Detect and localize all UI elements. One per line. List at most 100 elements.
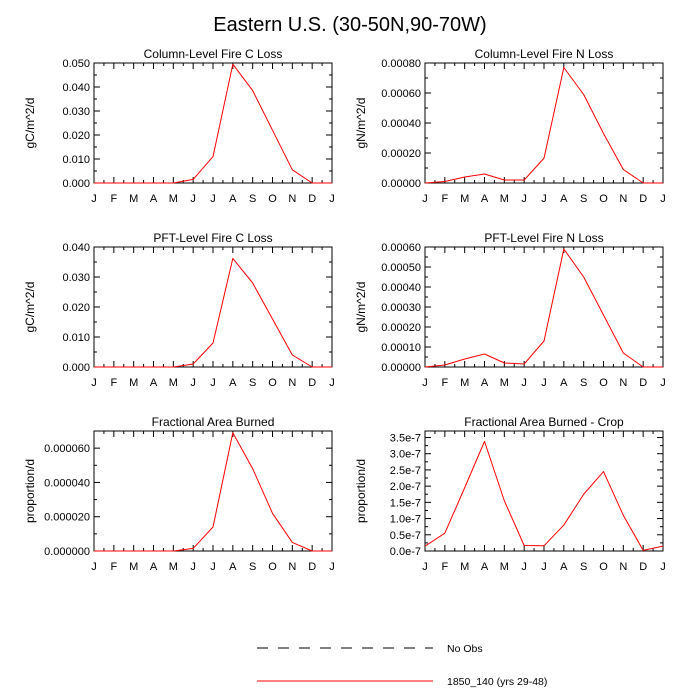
x-tick-label: J xyxy=(91,377,97,389)
x-tick-label: M xyxy=(460,193,469,205)
y-tick-label: 0.00020 xyxy=(381,148,421,160)
x-tick-label: A xyxy=(560,561,568,573)
y-tick-label: 0.010 xyxy=(62,154,90,166)
series-line xyxy=(424,248,663,368)
y-tick-label: 0.050 xyxy=(62,58,90,70)
y-tick-label: 0.00030 xyxy=(381,302,421,314)
series-line xyxy=(94,257,332,368)
x-tick-label: J xyxy=(210,561,216,573)
x-tick-label: O xyxy=(268,193,277,205)
x-tick-label: M xyxy=(129,377,138,389)
x-tick-label: J xyxy=(190,377,196,389)
x-tick-label: J xyxy=(329,561,335,573)
y-axis-label: proportion/d xyxy=(354,459,368,523)
plot-frame xyxy=(424,62,664,184)
y-tick-label: 0.00010 xyxy=(381,342,421,354)
plot-frame xyxy=(93,246,333,368)
x-tick-label: N xyxy=(619,377,627,389)
x-tick-label: A xyxy=(560,193,568,205)
y-tick-label: 0.00000 xyxy=(381,178,421,190)
y-axis-label: gC/m^2/d xyxy=(23,98,37,149)
x-tick-label: N xyxy=(619,193,627,205)
x-tick-label: A xyxy=(481,193,489,205)
y-tick-label: 0.020 xyxy=(62,130,90,142)
x-tick-label: A xyxy=(481,377,489,389)
y-tick-label: 0.000040 xyxy=(44,477,90,489)
series-line xyxy=(94,432,332,552)
x-tick-label: F xyxy=(441,561,448,573)
x-tick-label: N xyxy=(288,561,296,573)
x-tick-label: D xyxy=(308,377,316,389)
series-line xyxy=(94,63,332,184)
x-tick-label: J xyxy=(91,561,97,573)
y-tick-label: 0.00050 xyxy=(381,262,421,274)
y-tick-label: 0.010 xyxy=(62,332,90,344)
x-tick-label: S xyxy=(580,193,587,205)
y-tick-label: 0.0e-7 xyxy=(390,546,421,558)
x-tick-label: A xyxy=(560,377,568,389)
series-line xyxy=(424,67,663,184)
y-tick-label: 0.00080 xyxy=(381,58,421,70)
y-axis-label: proportion/d xyxy=(23,459,37,523)
x-tick-label: J xyxy=(521,561,527,573)
y-tick-label: 0.000 xyxy=(62,362,90,374)
x-tick-label: S xyxy=(580,561,587,573)
x-tick-label: S xyxy=(249,561,256,573)
x-tick-label: J xyxy=(660,377,666,389)
x-tick-label: S xyxy=(249,377,256,389)
x-tick-label: J xyxy=(541,377,547,389)
x-tick-label: M xyxy=(500,561,509,573)
x-tick-label: M xyxy=(129,561,138,573)
x-tick-label: A xyxy=(150,377,158,389)
plot-frame xyxy=(424,430,664,552)
y-tick-label: 0.5e-7 xyxy=(390,530,421,542)
x-tick-label: N xyxy=(288,377,296,389)
x-tick-label: M xyxy=(460,561,469,573)
x-tick-label: A xyxy=(229,193,237,205)
y-tick-label: 3.0e-7 xyxy=(390,449,421,461)
x-tick-label: A xyxy=(229,377,237,389)
y-tick-label: 0.000020 xyxy=(44,512,90,524)
x-tick-label: O xyxy=(268,377,277,389)
x-tick-label: J xyxy=(660,561,666,573)
x-tick-label: D xyxy=(639,561,647,573)
plot-frame xyxy=(93,430,333,552)
x-tick-label: J xyxy=(210,377,216,389)
y-tick-label: 0.00060 xyxy=(381,88,421,100)
y-tick-label: 0.030 xyxy=(62,106,90,118)
y-tick-label: 0.000 xyxy=(62,178,90,190)
y-tick-label: 1.5e-7 xyxy=(390,497,421,509)
x-tick-label: O xyxy=(599,561,608,573)
y-tick-label: 0.030 xyxy=(62,272,90,284)
x-tick-label: O xyxy=(599,193,608,205)
y-tick-label: 0.00000 xyxy=(381,362,421,374)
x-tick-label: J xyxy=(190,193,196,205)
y-axis-label: gN/m^2/d xyxy=(354,98,368,149)
x-tick-label: F xyxy=(110,193,117,205)
x-tick-label: J xyxy=(541,561,547,573)
x-tick-label: J xyxy=(660,193,666,205)
x-tick-label: D xyxy=(308,193,316,205)
x-tick-label: J xyxy=(422,561,428,573)
plot-frame xyxy=(424,246,664,368)
panel-title: Column-Level Fire N Loss xyxy=(475,47,614,61)
x-tick-label: M xyxy=(169,193,178,205)
figure-title: Eastern U.S. (30-50N,90-70W) xyxy=(213,14,486,36)
x-tick-label: A xyxy=(150,193,158,205)
x-tick-label: S xyxy=(249,193,256,205)
x-tick-label: J xyxy=(190,561,196,573)
x-tick-label: D xyxy=(639,377,647,389)
x-tick-label: J xyxy=(422,193,428,205)
y-axis-label: gC/m^2/d xyxy=(23,282,37,333)
x-tick-label: M xyxy=(500,377,509,389)
panel-title: PFT-Level Fire N Loss xyxy=(484,231,603,245)
y-tick-label: 0.040 xyxy=(62,242,90,254)
x-tick-label: O xyxy=(268,561,277,573)
x-tick-label: M xyxy=(460,377,469,389)
x-tick-label: J xyxy=(521,193,527,205)
